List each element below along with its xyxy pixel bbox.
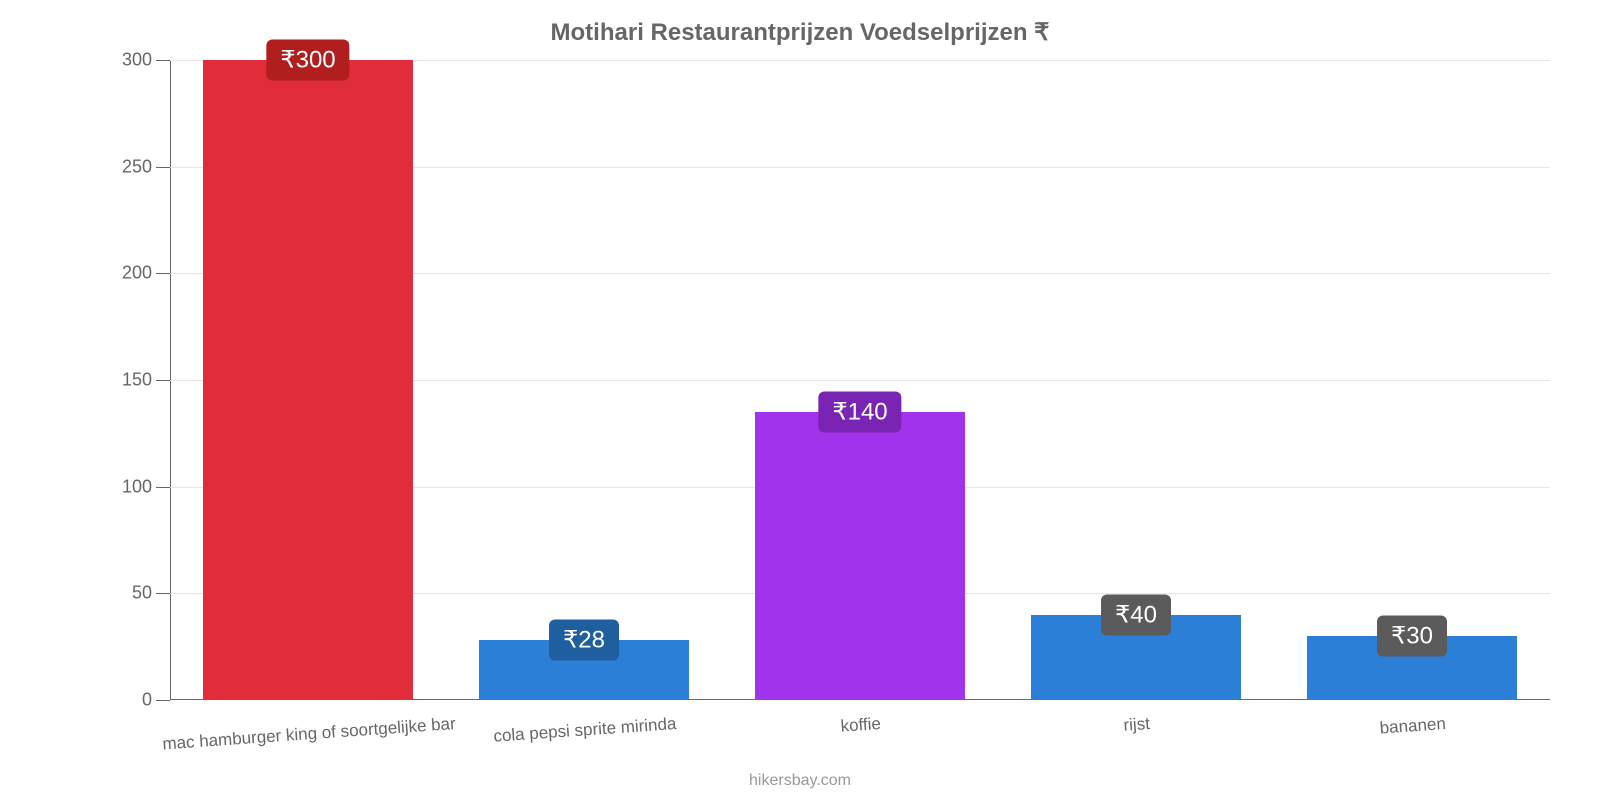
bar-slot: ₹140 [722, 60, 998, 700]
x-tick-label: mac hamburger king of soortgelijke bar [162, 714, 457, 754]
y-tick [156, 380, 170, 381]
x-tick-label: koffie [840, 714, 882, 737]
y-tick-label: 250 [122, 156, 152, 177]
y-tick [156, 60, 170, 61]
y-tick-label: 150 [122, 370, 152, 391]
bars-container: ₹300 ₹28 ₹140 ₹40 ₹30 [170, 60, 1550, 700]
x-tick-label: rijst [1123, 714, 1151, 736]
value-badge: ₹300 [266, 40, 349, 81]
y-tick [156, 167, 170, 168]
x-tick-label: cola pepsi sprite mirinda [493, 714, 677, 747]
y-tick-label: 100 [122, 476, 152, 497]
y-tick-label: 0 [142, 690, 152, 711]
value-badge: ₹40 [1101, 594, 1171, 635]
y-tick [156, 700, 170, 701]
bar-slot: ₹30 [1274, 60, 1550, 700]
y-tick [156, 593, 170, 594]
y-tick-label: 50 [132, 583, 152, 604]
bar-slot: ₹300 [170, 60, 446, 700]
y-tick-label: 200 [122, 263, 152, 284]
x-tick-label: bananen [1379, 714, 1446, 739]
y-tick [156, 487, 170, 488]
bar [203, 60, 413, 700]
y-tick-label: 300 [122, 50, 152, 71]
value-badge: ₹28 [549, 620, 619, 661]
chart-title: Motihari Restaurantprijzen Voedselprijze… [0, 0, 1600, 47]
value-badge: ₹30 [1377, 616, 1447, 657]
plot-area: 050100150200250300 ₹300₹28₹140₹40₹30 mac… [170, 60, 1550, 700]
bar [755, 412, 965, 700]
value-badge: ₹140 [818, 392, 901, 433]
y-tick [156, 273, 170, 274]
bar-slot: ₹40 [998, 60, 1274, 700]
bar-slot: ₹28 [446, 60, 722, 700]
chart-credit: hikersbay.com [0, 772, 1600, 790]
